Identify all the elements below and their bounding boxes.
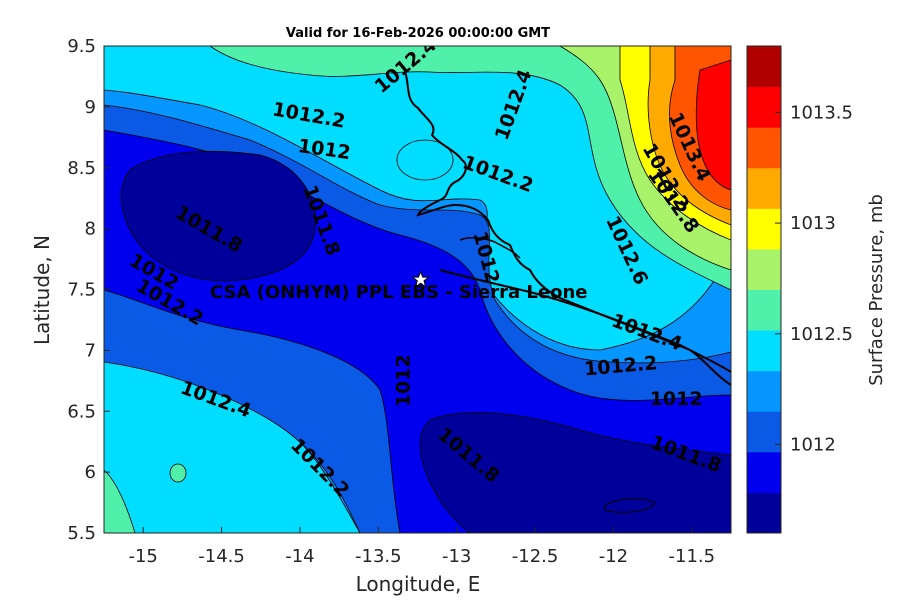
y-tick-label: 5.5 bbox=[67, 523, 96, 544]
contour-label: 1012 bbox=[393, 354, 415, 407]
colorbar-swatch bbox=[747, 86, 781, 128]
colorbar-tick-label: 1012 bbox=[790, 434, 836, 455]
y-tick-label: 9.5 bbox=[67, 36, 96, 57]
band-1013-6 bbox=[695, 59, 731, 191]
site-star-icon bbox=[411, 270, 431, 288]
colorbar-swatch bbox=[747, 451, 781, 493]
site-marker bbox=[411, 270, 431, 288]
band-1012-6-island bbox=[169, 463, 187, 483]
colorbar-frame bbox=[746, 45, 782, 534]
x-tick-label: -12 bbox=[599, 546, 628, 567]
y-tick-label: 6.5 bbox=[67, 401, 96, 422]
colorbar-swatch bbox=[747, 411, 781, 453]
band-1011-6-northwest bbox=[120, 150, 317, 282]
x-axis-label: Longitude, E bbox=[356, 572, 481, 596]
border-line bbox=[439, 269, 731, 373]
coastline bbox=[404, 71, 731, 386]
river-line bbox=[459, 237, 521, 259]
x-tick-label: -13 bbox=[442, 546, 471, 567]
y-tick-label: 7 bbox=[85, 340, 96, 361]
colorbar-swatch bbox=[747, 248, 781, 290]
x-tick-label: -12.5 bbox=[512, 546, 559, 567]
y-axis-ticks: 9.5 9 8.5 8 7.5 7 6.5 6 5.5 bbox=[67, 36, 110, 544]
x-tick-label: -13.5 bbox=[355, 546, 402, 567]
x-tick-label: -11.5 bbox=[669, 546, 716, 567]
x-tick-label: -14.5 bbox=[198, 546, 245, 567]
band-1012-6 bbox=[209, 46, 731, 291]
colorbar-tick-label: 1013 bbox=[790, 213, 836, 234]
colorbar-swatch bbox=[747, 167, 781, 209]
band-1011-4-pocket bbox=[604, 498, 656, 513]
x-tick-label: -14 bbox=[285, 546, 314, 567]
colorbar-swatch bbox=[747, 289, 781, 331]
colorbar-label: Surface Pressure, mb bbox=[866, 194, 887, 386]
colorbar-swatch bbox=[747, 127, 781, 169]
band-1012-4-island bbox=[396, 139, 454, 181]
colorbar-swatch bbox=[747, 370, 781, 412]
site-label: CSA (ONHYM) PPL EBS - Sierra Leone bbox=[210, 282, 587, 303]
y-axis-label: Latitude, N bbox=[30, 235, 54, 345]
map-title: Valid for 16-Feb-2026 00:00:00 GMT bbox=[286, 26, 550, 41]
colorbar: 1013.5 1013 1012.5 1012 bbox=[746, 45, 853, 534]
contour-label: 1012 bbox=[650, 388, 703, 410]
colorbar-swatch bbox=[747, 492, 781, 534]
y-tick-label: 7.5 bbox=[67, 280, 96, 301]
x-tick-label: -15 bbox=[128, 546, 157, 567]
y-tick-label: 9 bbox=[85, 97, 96, 118]
colorbar-tick-label: 1012.5 bbox=[790, 324, 853, 345]
y-tick-label: 6 bbox=[85, 462, 96, 483]
colorbar-swatch bbox=[747, 208, 781, 250]
colorbar-tick-label: 1013.5 bbox=[790, 102, 853, 123]
colorbar-swatch bbox=[747, 330, 781, 372]
colorbar-swatch bbox=[747, 46, 781, 88]
x-axis-ticks: -15 -14.5 -14 -13.5 -13 -12.5 -12 -11.5 bbox=[128, 527, 715, 567]
y-tick-label: 8.5 bbox=[67, 158, 96, 179]
band-1012-4-north bbox=[104, 46, 731, 351]
y-tick-label: 8 bbox=[85, 219, 96, 240]
